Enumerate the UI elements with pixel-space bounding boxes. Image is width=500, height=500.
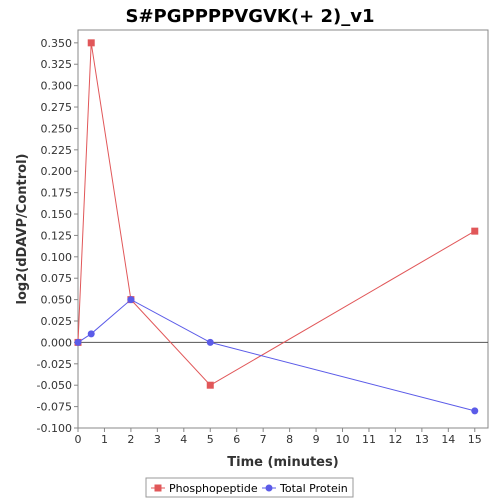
y-tick-label: 0.300	[41, 80, 73, 93]
y-tick-label: 0.025	[41, 315, 73, 328]
legend-marker	[154, 484, 162, 492]
y-tick-label: 0.350	[41, 37, 73, 50]
legend-marker	[265, 484, 273, 492]
y-tick-label: 0.050	[41, 294, 73, 307]
legend-box	[145, 477, 354, 498]
data-point	[206, 381, 214, 389]
x-tick-label: 2	[127, 433, 134, 446]
y-tick-label: 0.275	[41, 101, 73, 114]
data-point	[87, 39, 95, 47]
plot-area	[77, 29, 489, 429]
x-tick-label: 12	[388, 433, 402, 446]
x-tick-label: 5	[207, 433, 214, 446]
x-tick-label: 15	[468, 433, 482, 446]
legend: Phosphopeptide Total Protein	[145, 477, 354, 498]
x-tick-label: 10	[336, 433, 350, 446]
y-tick-label: 0.225	[41, 144, 73, 157]
x-tick-label: 4	[180, 433, 187, 446]
y-tick-label: 0.125	[41, 229, 73, 242]
series-layer	[74, 39, 479, 415]
legend-label: Total Protein	[279, 482, 348, 495]
y-tick-label: 0.100	[41, 251, 73, 264]
x-tick-label: 6	[233, 433, 240, 446]
x-tick-label: 11	[362, 433, 376, 446]
x-tick-label: 14	[441, 433, 455, 446]
y-tick-label: 0.000	[41, 336, 73, 349]
y-tick-label: -0.050	[37, 379, 72, 392]
y-tick-label: -0.025	[37, 358, 72, 371]
y-tick-label: 0.250	[41, 122, 73, 135]
y-tick-label: 0.175	[41, 187, 73, 200]
x-tick-label: 1	[101, 433, 108, 446]
data-point	[87, 330, 95, 338]
y-tick-label: 0.075	[41, 272, 73, 285]
data-point	[127, 296, 135, 304]
y-tick-label: 0.200	[41, 165, 73, 178]
data-point	[471, 227, 479, 235]
legend-label: Phosphopeptide	[169, 482, 258, 495]
data-point	[471, 407, 479, 415]
x-tick-label: 7	[260, 433, 267, 446]
x-axis-ticks: 0 1 2 3 4 5 6 7 8 9 10 11 12 13 14 15	[75, 428, 482, 446]
x-tick-label: 8	[286, 433, 293, 446]
y-tick-label: 0.150	[41, 208, 73, 221]
y-tick-label: 0.325	[41, 58, 73, 71]
x-tick-label: 0	[75, 433, 82, 446]
x-tick-label: 13	[415, 433, 429, 446]
x-tick-label: 9	[313, 433, 320, 446]
y-tick-label: -0.100	[37, 422, 72, 435]
x-tick-label: 3	[154, 433, 161, 446]
data-point	[206, 338, 214, 346]
y-axis-label: log2(dDAVP/Control)	[15, 154, 30, 305]
data-point	[74, 338, 82, 346]
y-axis-ticks: -0.100 -0.075 -0.050 -0.025 0.000 0.025 0.050 0…	[37, 37, 78, 435]
chart-title: S#PGPPPPVGVK(+ 2)_v1	[126, 6, 375, 27]
y-tick-label: -0.075	[37, 401, 72, 414]
x-axis-label: Time (minutes)	[227, 455, 338, 470]
